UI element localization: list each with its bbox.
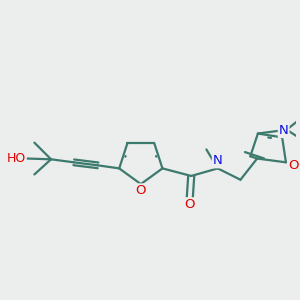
Text: N: N	[279, 124, 289, 137]
Text: N: N	[213, 154, 223, 167]
Text: HO: HO	[7, 152, 26, 165]
Text: O: O	[184, 198, 195, 211]
Text: O: O	[288, 159, 299, 172]
Text: O: O	[136, 184, 146, 197]
